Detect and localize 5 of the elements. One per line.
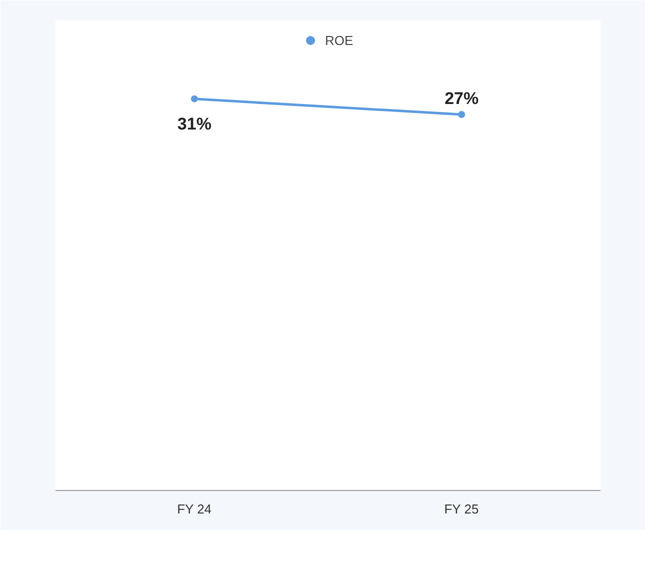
x-tick-label: FY 24 — [177, 502, 212, 516]
x-tick-label: FY 25 — [444, 502, 479, 516]
text: 27% — [444, 89, 479, 108]
text: 31% — [177, 114, 212, 134]
legend-label: ROE — [325, 32, 354, 48]
